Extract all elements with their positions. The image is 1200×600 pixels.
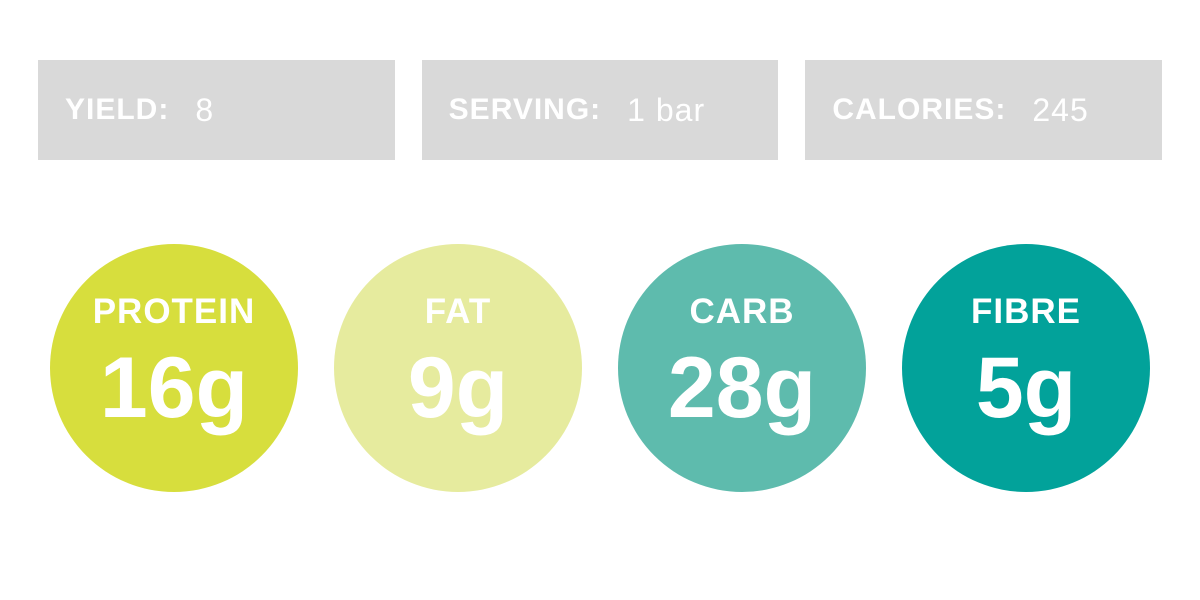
- circle-content: CARB 28g: [667, 291, 817, 437]
- nutrition-circle-carb: CARB 28g: [618, 244, 866, 492]
- nutrition-circle-row: PROTEIN 16g FAT 9g CARB 28g FIBRE 5g: [0, 244, 1200, 492]
- fibre-value: 5g: [975, 340, 1077, 437]
- circle-content: FIBRE 5g: [971, 291, 1081, 437]
- info-box-serving: SERVING: 1 bar: [421, 60, 779, 160]
- nutrition-circle-protein: PROTEIN 16g: [50, 244, 298, 492]
- recipe-info-row: YIELD: 8 SERVING: 1 bar CALORIES: 245: [38, 60, 1163, 160]
- calories-label: CALORIES:: [832, 93, 1007, 126]
- info-box-yield: YIELD: 8: [38, 60, 395, 160]
- circle-content: FAT 9g: [407, 291, 509, 437]
- carb-label: CARB: [689, 291, 795, 331]
- info-box-calories: CALORIES: 245: [805, 60, 1163, 160]
- circle-content: PROTEIN 16g: [92, 291, 256, 437]
- calories-value: 245: [1032, 91, 1089, 128]
- carb-value: 28g: [667, 340, 817, 437]
- fat-label: FAT: [424, 291, 492, 331]
- protein-value: 16g: [99, 340, 249, 437]
- yield-label: YIELD:: [65, 93, 170, 126]
- protein-label: PROTEIN: [92, 291, 256, 331]
- serving-label: SERVING:: [448, 93, 602, 126]
- fibre-label: FIBRE: [971, 291, 1081, 331]
- nutrition-circle-fat: FAT 9g: [334, 244, 582, 492]
- serving-value: 1 bar: [627, 91, 706, 128]
- nutrition-circle-fibre: FIBRE 5g: [902, 244, 1150, 492]
- fat-value: 9g: [407, 340, 509, 437]
- yield-value: 8: [195, 91, 215, 128]
